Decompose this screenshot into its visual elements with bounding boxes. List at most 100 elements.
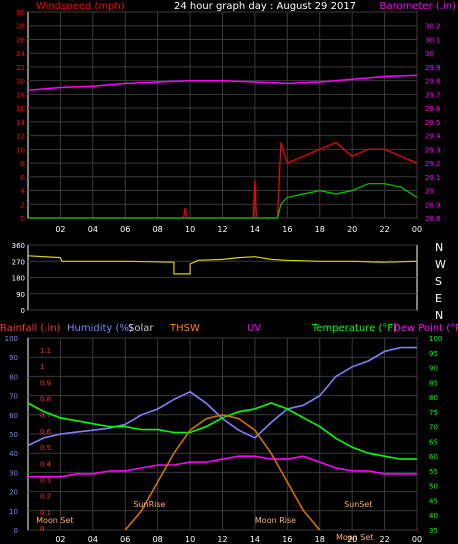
temperature-tick-label: 40 <box>429 512 438 520</box>
series-temperature <box>27 402 417 460</box>
rain-tick-label: 0.3 <box>40 476 51 484</box>
humidity-tick-label: 0 <box>14 527 18 535</box>
panel1-x-tick-label: 00 <box>412 225 422 234</box>
windspeed-tick-label: 30 <box>16 9 25 17</box>
panel1-x-tick-label: 18 <box>315 225 325 234</box>
windspeed-tick-label: 16 <box>16 105 25 113</box>
barometer-axis-title: Barometer (.in) <box>380 1 456 12</box>
barometer-tick-label: 29 <box>425 188 434 196</box>
windspeed-tick-label: 14 <box>16 119 25 127</box>
temperature-tick-label: 100 <box>429 335 442 343</box>
panel1-x-tick-label: 16 <box>282 225 292 234</box>
barometer-tick-label: 30.1 <box>425 36 441 44</box>
windspeed-tick-label: 18 <box>16 91 25 99</box>
temperature-tick-label: 55 <box>429 468 438 476</box>
temperature-tick-label: 90 <box>429 365 438 373</box>
temperature-tick-label: 70 <box>429 424 438 432</box>
rain-tick-label: 0.6 <box>40 428 52 436</box>
humidity-tick-label: 60 <box>9 412 18 420</box>
windspeed-tick-label: 0 <box>21 215 25 223</box>
humidity-tick-label: 20 <box>9 489 18 497</box>
barometer-tick-label: 28.9 <box>425 201 441 209</box>
humidity-tick-label: 80 <box>9 373 18 381</box>
rain-tick-label: 0.2 <box>40 493 51 501</box>
legend-temperature: Temperature (°F) <box>311 323 397 334</box>
compass-label: S <box>435 275 442 288</box>
humidity-tick-label: 40 <box>9 450 18 458</box>
direction-tick-label: 360 <box>12 242 25 250</box>
direction-tick-label: 90 <box>16 291 25 299</box>
annotation-label: Moon Set <box>36 516 73 525</box>
compass-label: E <box>435 292 442 305</box>
legend-humidity: Humidity (%) <box>67 323 133 334</box>
panel3-x-tick-label: 20 <box>347 535 357 544</box>
windspeed-tick-label: 22 <box>16 64 25 72</box>
legend-dew: Dew Point (°F) <box>393 323 458 334</box>
rain-tick-label: 0.1 <box>40 509 51 517</box>
humidity-tick-label: 10 <box>9 508 18 516</box>
panel1-x-tick-label: 02 <box>55 225 65 234</box>
humidity-tick-label: 70 <box>9 393 18 401</box>
panel3-x-tick-label: 02 <box>55 535 65 544</box>
humidity-tick-label: 30 <box>9 469 18 477</box>
panel1-x-tick-label: 10 <box>185 225 195 234</box>
compass-label: W <box>435 258 446 271</box>
windspeed-tick-label: 26 <box>16 36 25 44</box>
barometer-tick-label: 29.3 <box>425 146 441 154</box>
legend-solar: Solar <box>128 323 154 334</box>
direction-tick-label: 180 <box>12 275 25 283</box>
barometer-tick-label: 29.1 <box>425 174 441 182</box>
panel3-x-tick-label: 00 <box>412 535 422 544</box>
panel1-x-tick-label: 22 <box>379 225 389 234</box>
annotation-label: SunRise <box>133 500 165 509</box>
rain-tick-label: 0.4 <box>40 460 52 468</box>
panel1-x-tick-label: 14 <box>250 225 260 234</box>
temperature-tick-label: 65 <box>429 438 438 446</box>
barometer-tick-label: 30.2 <box>425 23 441 31</box>
windspeed-tick-label: 20 <box>16 78 25 86</box>
windspeed-tick-label: 2 <box>21 201 25 209</box>
panel1-x-tick-label: 06 <box>120 225 130 234</box>
temperature-tick-label: 75 <box>429 409 438 417</box>
rain-tick-label: 1 <box>40 363 44 371</box>
barometer-tick-label: 29.8 <box>425 78 441 86</box>
panel1-x-tick-label: 04 <box>88 225 98 234</box>
series-wind-direction <box>27 255 418 275</box>
panel3-x-tick-label: 08 <box>153 535 163 544</box>
direction-tick-label: 0 <box>21 307 25 315</box>
barometer-tick-label: 29.6 <box>425 105 441 113</box>
series-barometer <box>27 74 418 92</box>
barometer-tick-label: 29.4 <box>425 133 441 141</box>
windspeed-tick-label: 12 <box>16 133 25 141</box>
windspeed-tick-label: 10 <box>16 146 25 154</box>
temperature-tick-label: 95 <box>429 350 438 358</box>
rain-tick-label: 1.1 <box>40 347 51 355</box>
series-solar <box>124 413 321 531</box>
legend-thsw: THSW <box>169 323 200 334</box>
humidity-tick-label: 90 <box>9 354 18 362</box>
annotation-label: SunSet <box>344 500 372 509</box>
barometer-tick-label: 30 <box>425 50 434 58</box>
rain-tick-label: 0.9 <box>40 379 51 387</box>
windspeed-axis-title: Windspeed (mph) <box>36 1 125 12</box>
barometer-tick-label: 29.5 <box>425 119 441 127</box>
legend-uv: UV <box>247 323 261 334</box>
temperature-tick-label: 80 <box>429 394 438 402</box>
panel3-x-tick-label: 14 <box>250 535 260 544</box>
annotation-label: Moon Rise <box>255 516 296 525</box>
rain-tick-label: 0.8 <box>40 396 51 404</box>
annotation-label: Moon Set <box>336 533 373 542</box>
series-windspeed-avg <box>28 183 418 219</box>
barometer-tick-label: 28.8 <box>425 215 441 223</box>
panel3-x-tick-label: 18 <box>315 535 325 544</box>
series-windspeed-gust <box>28 141 418 219</box>
chart-title: 24 hour graph day : August 29 2017 <box>174 1 356 12</box>
barometer-tick-label: 29.9 <box>425 64 441 72</box>
compass-label: N <box>435 241 443 254</box>
rain-tick-label: 0.5 <box>40 444 51 452</box>
panel1-x-tick-label: 08 <box>153 225 163 234</box>
humidity-tick-label: 100 <box>5 335 18 343</box>
legend-rainfall: Rainfall (.in) <box>0 323 61 334</box>
